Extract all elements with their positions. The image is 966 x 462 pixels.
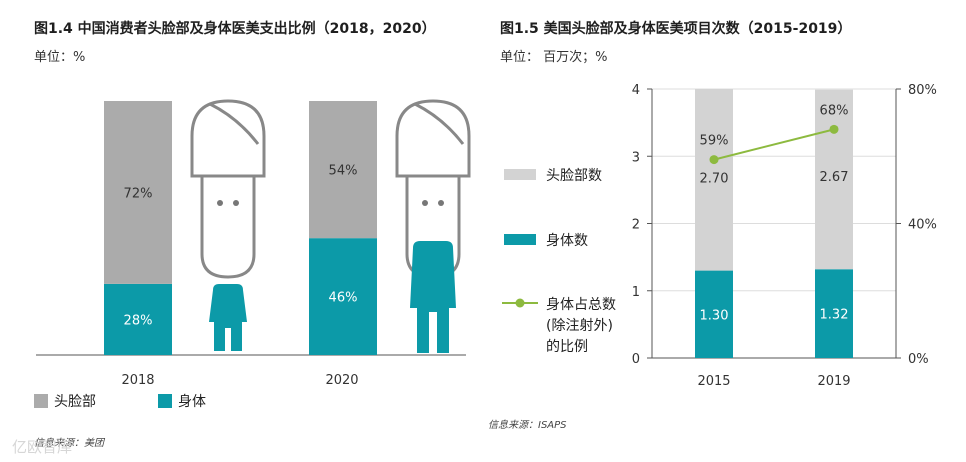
eye [438,200,444,206]
legend-swatch [158,394,172,408]
line-series-body-share [713,128,835,161]
legend-label: 头脸部数 [546,168,602,184]
eye [233,200,239,206]
bar-face-2019 [815,89,853,270]
watermark: 亿欧智库 [12,438,73,456]
chart-source: 信息来源：美团 [34,438,104,449]
legend-label: 头脸部 [54,394,96,410]
head-towel [190,99,266,178]
chart-unit: 单位： 百万次；% [500,50,608,65]
y-tick-label: 1 [632,285,640,300]
eye [217,200,223,206]
data-label: 28% [124,313,153,328]
y2-tick-label: 0% [908,352,929,367]
right-chart-panel: 图1.5 美国头脸部及身体医美项目次数（2015-2019） 单位： 百万次；%… [480,0,966,462]
legend-swatch [504,234,536,245]
bar-face-2020 [309,101,377,239]
legend-swatch [504,169,536,180]
data-label: 54% [329,164,358,179]
body-figure [410,241,456,353]
line-point [829,124,839,134]
person-icon-2020 [395,99,471,353]
x-tick-label: 2015 [697,374,730,389]
data-label: 68% [820,103,849,118]
face [200,174,256,279]
left-chart-svg: 28% 72% 2018 46% 54% 2020 头脸部 身体 [34,99,471,410]
bar-body-2015 [695,270,733,358]
left-chart-panel: 图1.4 中国消费者头脸部及身体医美支出比例（2018，2020） 单位：% 2… [0,0,480,462]
bar-body-2020 [309,238,377,355]
y2-tick-label: 80% [908,83,937,98]
data-label: 2.67 [820,170,849,185]
data-label: 2.70 [700,172,729,187]
body-figure [209,284,247,351]
line-point [709,155,719,165]
x-tick-label: 2020 [325,373,358,388]
chart-unit: 单位：% [34,50,86,65]
person-icon-2018 [190,99,266,351]
eye [422,200,428,206]
chart-title: 图1.5 美国头脸部及身体医美项目次数（2015-2019） [500,21,852,37]
legend-label: 身体数 [546,233,588,249]
data-label: 59% [700,134,729,149]
legend-label: 身体占总数(除注射外)的比例 [546,297,616,355]
y-tick-label: 4 [632,83,640,98]
data-label: 1.32 [820,308,849,323]
x-tick-label: 2019 [817,374,850,389]
data-label: 1.30 [700,308,729,323]
bar-body-2019 [815,269,853,358]
data-label: 46% [329,291,358,306]
legend-line-marker [515,298,525,308]
y-tick-label: 3 [632,150,640,165]
legend-label: 身体 [178,394,206,410]
data-label: 72% [124,186,153,201]
y2-tick-label: 40% [908,218,937,233]
bar-face-2018 [104,101,172,284]
towel-fold [414,102,465,145]
legend-swatch [34,394,48,408]
towel-fold [209,102,260,145]
head-towel [395,99,471,178]
x-tick-label: 2018 [121,373,154,388]
bar-body-2018 [104,283,172,355]
y-tick-label: 2 [632,218,640,233]
chart-title: 图1.4 中国消费者头脸部及身体医美支出比例（2018，2020） [34,21,436,37]
chart-source: 信息来源：ISAPS [488,420,567,431]
right-chart-svg: 012340%40%80%1.302.7020151.322.67201959%… [502,83,937,389]
y-tick-label: 0 [632,352,640,367]
bar-face-2015 [695,89,733,271]
